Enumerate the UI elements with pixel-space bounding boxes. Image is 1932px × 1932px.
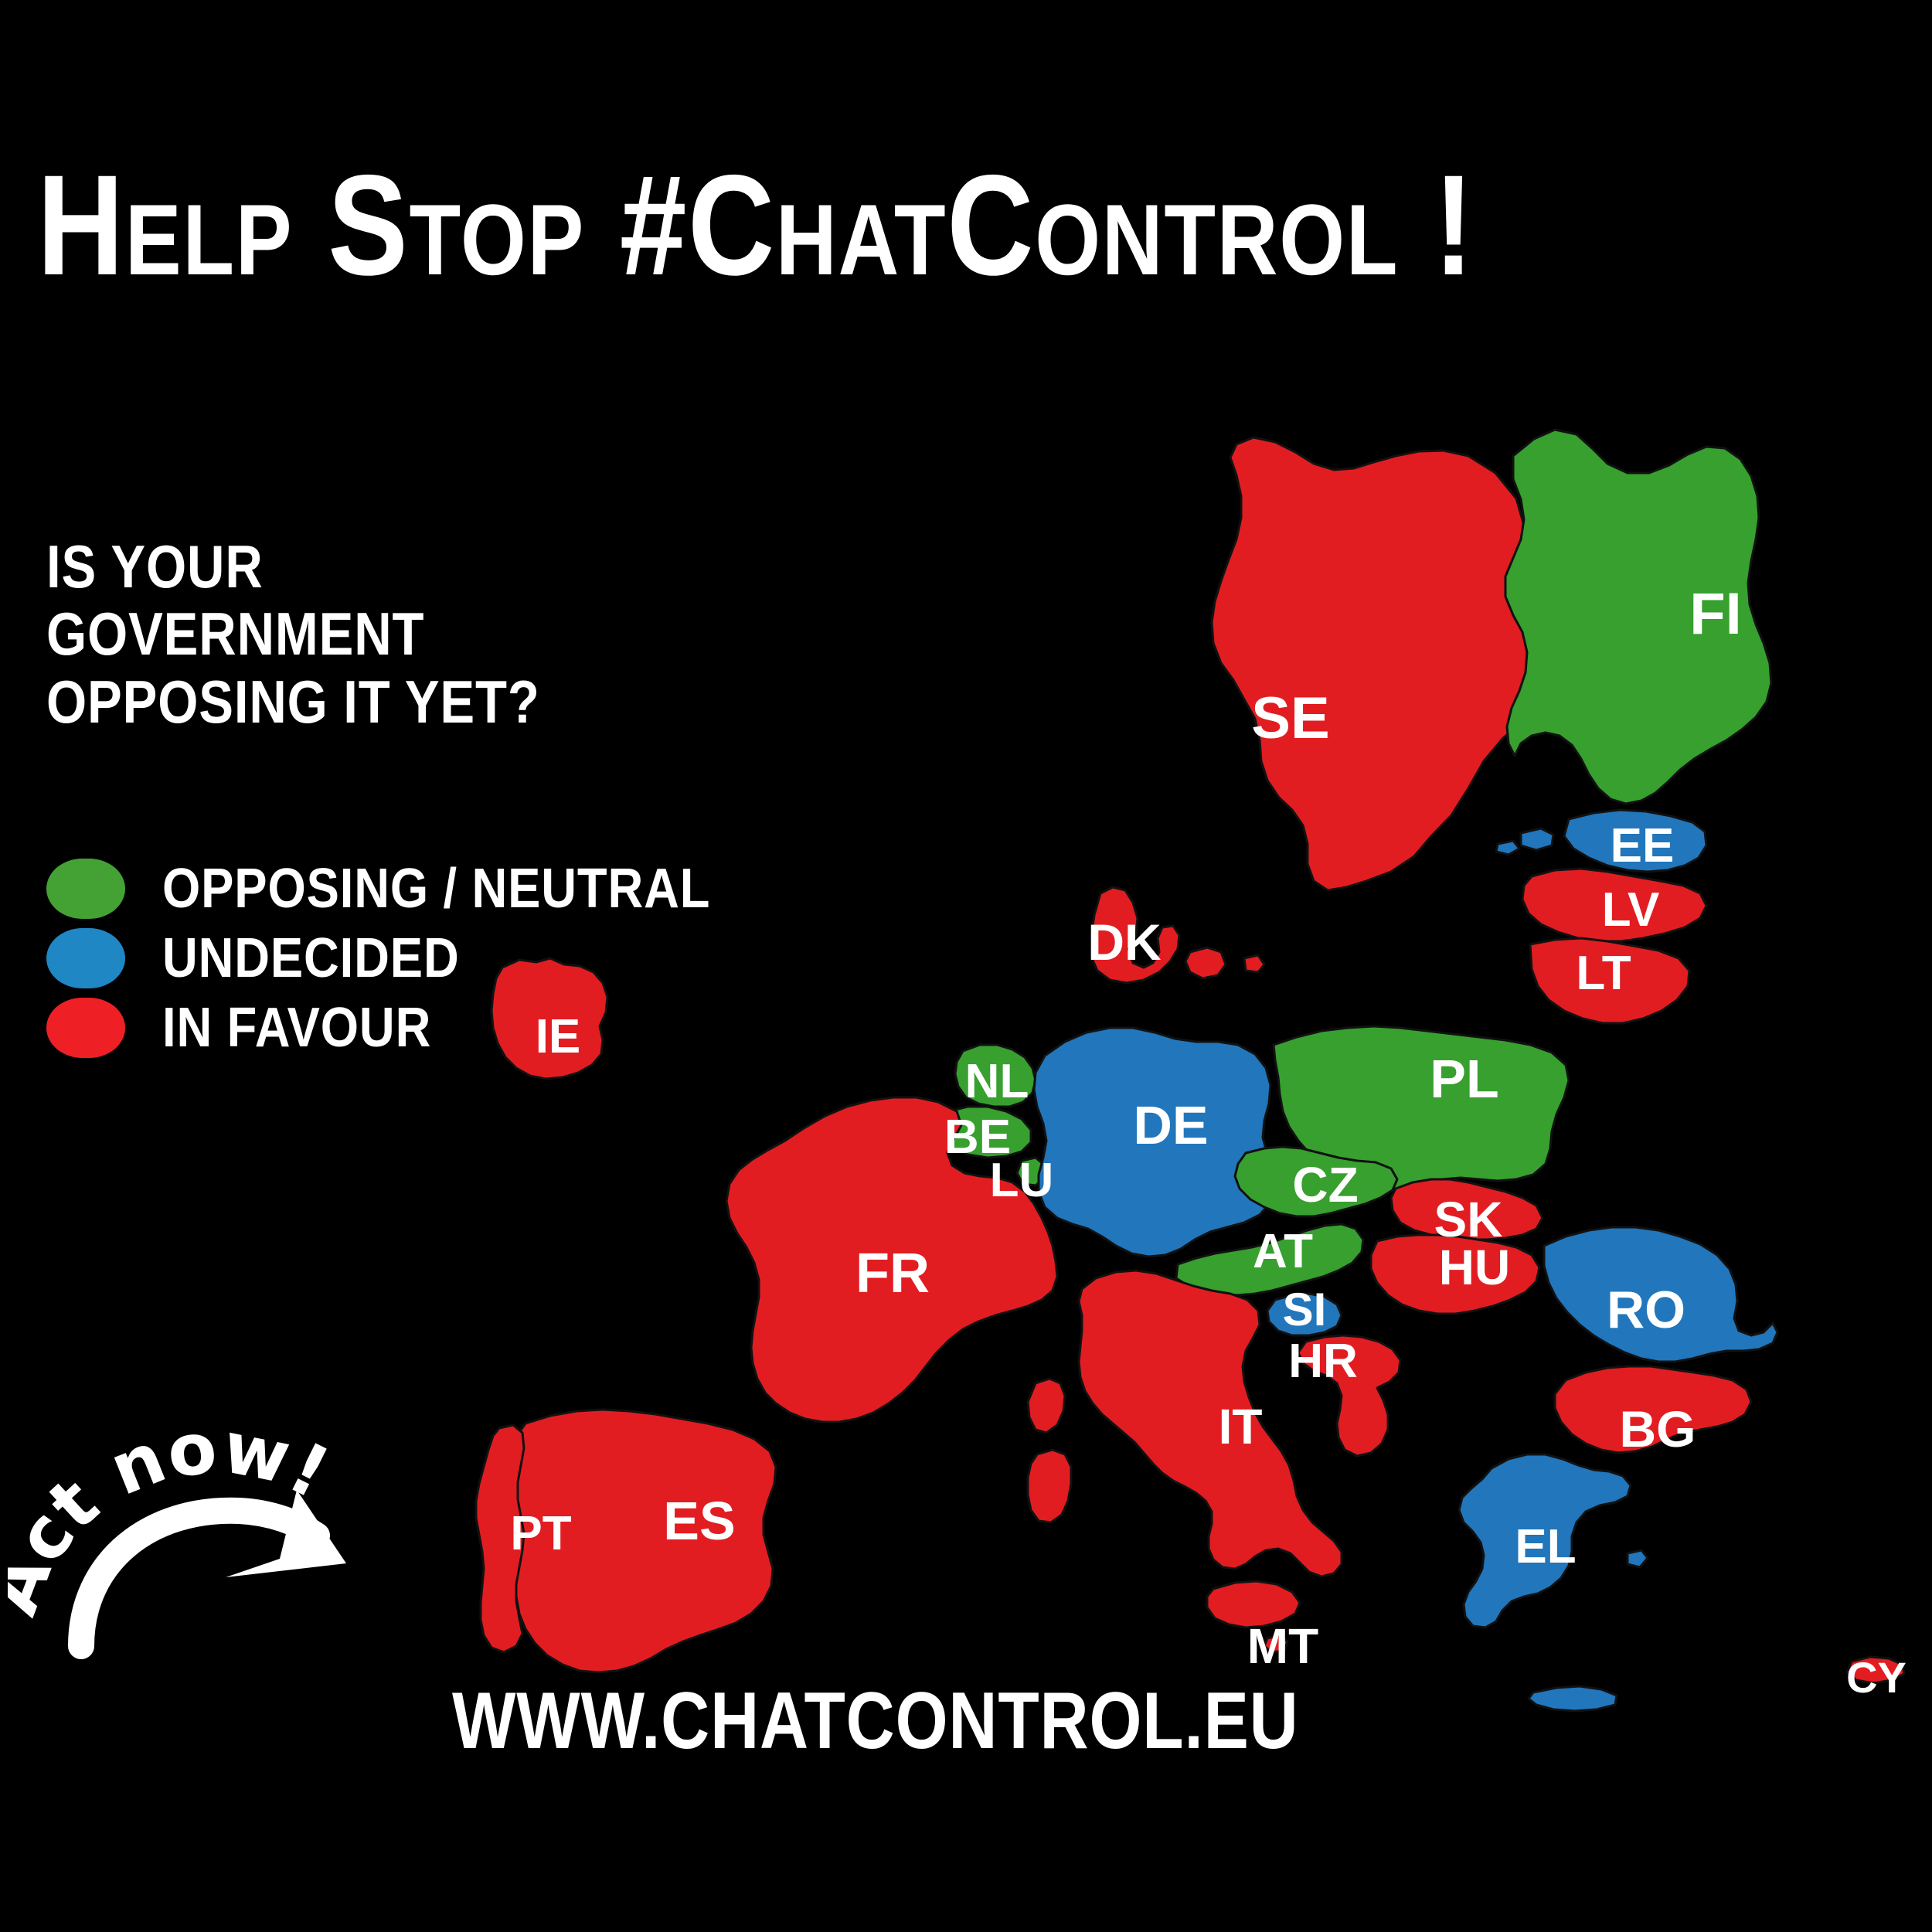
country-shape-EL-isl (1626, 1549, 1649, 1569)
country-shape-EE-islands (1519, 827, 1555, 852)
question-text: IS YOUR GOVERNMENT OPPOSING IT YET? (46, 532, 540, 736)
country-shape-ES (496, 1408, 777, 1674)
country-shape-EL (1458, 1453, 1632, 1629)
country-shape-LU (1015, 1156, 1046, 1187)
country-shape-EL-crete (1527, 1685, 1618, 1713)
country-shape-LV (1521, 867, 1708, 943)
country-label-BE: BE (944, 1111, 1011, 1164)
country-shape-RO (1543, 1226, 1779, 1363)
country-label-SK: SK (1434, 1192, 1503, 1247)
country-shape-SI (1266, 1292, 1343, 1337)
country-shape-DK-islands (1184, 946, 1227, 980)
country-shape-BE (940, 1105, 1032, 1159)
legend-dot-green (46, 859, 125, 919)
country-shape-LT (1529, 937, 1691, 1025)
country-label-CZ: CZ (1292, 1157, 1358, 1213)
page-title: Help Stop #ChatControl ! (37, 146, 1475, 305)
country-label-AT: AT (1253, 1225, 1313, 1278)
country-label-SE: SE (1251, 685, 1329, 751)
country-shape-HU (1369, 1233, 1541, 1315)
country-shape-BG (1553, 1365, 1753, 1454)
country-label-LU: LU (990, 1154, 1054, 1207)
legend-item-undecided: UNDECIDED (46, 923, 785, 993)
country-label-HU: HU (1439, 1240, 1510, 1295)
country-label-SI: SI (1283, 1284, 1327, 1335)
country-shape-CY (1845, 1655, 1906, 1685)
country-label-LT: LT (1576, 947, 1631, 1000)
country-shape-SK (1389, 1178, 1544, 1241)
country-label-DE: DE (1133, 1095, 1208, 1155)
country-shape-SE (1210, 436, 1551, 892)
map-labels: SE FI EE LV LT DK IE NL BE LU DE PL CZ A… (510, 581, 1906, 1702)
country-label-RO: RO (1607, 1281, 1685, 1339)
country-shape-DK (1090, 886, 1181, 985)
country-shape-IT-sicily (1206, 1580, 1301, 1629)
country-label-DK: DK (1087, 913, 1162, 971)
country-label-CY: CY (1846, 1653, 1906, 1702)
country-shape-IT-sardinia (1026, 1448, 1073, 1524)
call-to-action: Act now! (0, 1387, 487, 1689)
legend-item-in-favour: IN FAVOUR (46, 993, 785, 1063)
legend-label-undecided: UNDECIDED (162, 927, 460, 989)
country-shape-DE (1032, 1026, 1277, 1258)
country-shape-EE-isl2 (1495, 839, 1521, 856)
country-shape-PL (1272, 1025, 1570, 1192)
website-url[interactable]: WWW.CHATCONTROL.EU (452, 1676, 1299, 1766)
country-label-EE: EE (1611, 819, 1675, 872)
country-shape-FI (1504, 428, 1773, 805)
country-shape-AT (1175, 1223, 1365, 1297)
country-shape-CZ (1233, 1145, 1399, 1218)
country-label-FR: FR (855, 1243, 930, 1304)
country-shape-MT (1263, 1634, 1289, 1654)
country-shape-FR (725, 1096, 1059, 1423)
curved-arrow-icon (68, 1490, 346, 1659)
legend-label-opposing-neutral: OPPOSING / NEUTRAL (162, 858, 711, 920)
country-shape-HR (1297, 1334, 1402, 1458)
country-shape-IT (1077, 1269, 1343, 1578)
legend-dot-red (46, 998, 125, 1058)
country-label-MT: MT (1247, 1618, 1318, 1674)
country-shape-EE (1563, 808, 1708, 873)
legend-label-in-favour: IN FAVOUR (162, 997, 432, 1059)
country-label-FI: FI (1689, 581, 1742, 647)
country-label-BG: BG (1620, 1400, 1696, 1458)
country-shape-NL (954, 1043, 1037, 1108)
country-label-EL: EL (1515, 1520, 1576, 1573)
country-shape-DK-bornholm (1243, 954, 1266, 974)
country-label-PT: PT (510, 1507, 571, 1560)
map-shapes (474, 428, 1906, 1713)
legend-dot-blue (46, 928, 125, 988)
country-label-NL: NL (965, 1055, 1029, 1108)
country-label-IT: IT (1219, 1399, 1263, 1454)
act-now-graphic: Act now! (0, 1406, 346, 1659)
country-label-HR: HR (1288, 1335, 1358, 1388)
country-shape-IT-corsica (1026, 1377, 1066, 1434)
country-label-LV: LV (1602, 883, 1660, 937)
legend-item-opposing-neutral: OPPOSING / NEUTRAL (46, 854, 785, 923)
country-label-ES: ES (663, 1491, 735, 1551)
legend: OPPOSING / NEUTRAL UNDECIDED IN FAVOUR (46, 854, 785, 1063)
country-label-PL: PL (1430, 1049, 1498, 1109)
